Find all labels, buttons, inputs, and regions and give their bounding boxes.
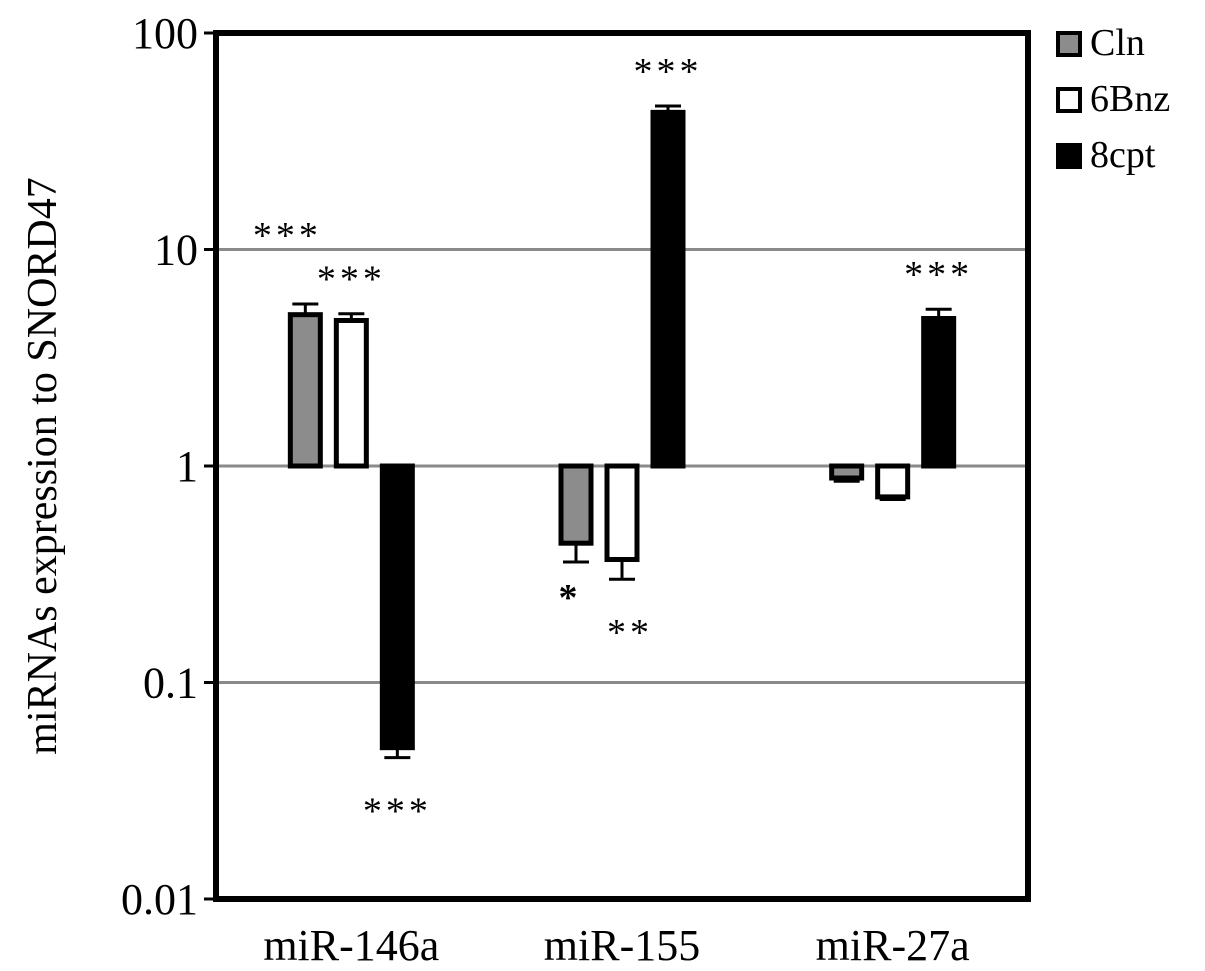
significance-marker: ***: [317, 259, 386, 301]
legend-swatch: [1056, 143, 1082, 169]
y-tick-label: 1: [176, 442, 198, 491]
legend-swatch: [1056, 87, 1082, 113]
bar: [287, 312, 323, 469]
significance-marker: ***: [363, 791, 432, 833]
y-tick-label: 0.01: [121, 875, 198, 924]
significance-marker: ***: [253, 215, 322, 257]
y-axis-label: miRNAs expression to SNORD47: [20, 177, 66, 755]
bar: [650, 109, 686, 469]
legend-label: Cln: [1090, 22, 1145, 64]
y-tick-label: 0.1: [143, 659, 198, 708]
legend-label: 8cpt: [1090, 134, 1156, 176]
significance-marker: *: [559, 577, 582, 619]
bar: [875, 463, 911, 500]
bar: [558, 463, 594, 546]
x-category-label: miR-155: [544, 921, 700, 970]
bar: [333, 317, 369, 469]
significance-markers: ******************: [253, 51, 973, 833]
x-axis-categories: miR-146a miR-155 miR-27a: [263, 921, 969, 970]
significance-marker: **: [607, 612, 653, 654]
bar: [604, 463, 640, 562]
bar: [379, 463, 415, 751]
bar: [829, 463, 865, 481]
y-axis-ticks: 0.01 0.1 1 10 100: [121, 9, 216, 924]
significance-marker: ***: [904, 254, 973, 296]
legend-swatch: [1056, 31, 1082, 57]
legend: Cln 6Bnz 8cpt: [1056, 22, 1170, 176]
x-category-label: miR-146a: [263, 921, 439, 970]
significance-marker: ***: [634, 51, 703, 93]
error-bars: [292, 104, 952, 760]
y-tick-label: 100: [132, 9, 198, 58]
y-tick-label: 10: [154, 226, 198, 275]
x-category-label: miR-27a: [816, 921, 970, 970]
legend-label: 6Bnz: [1090, 78, 1170, 120]
bar: [921, 316, 957, 469]
